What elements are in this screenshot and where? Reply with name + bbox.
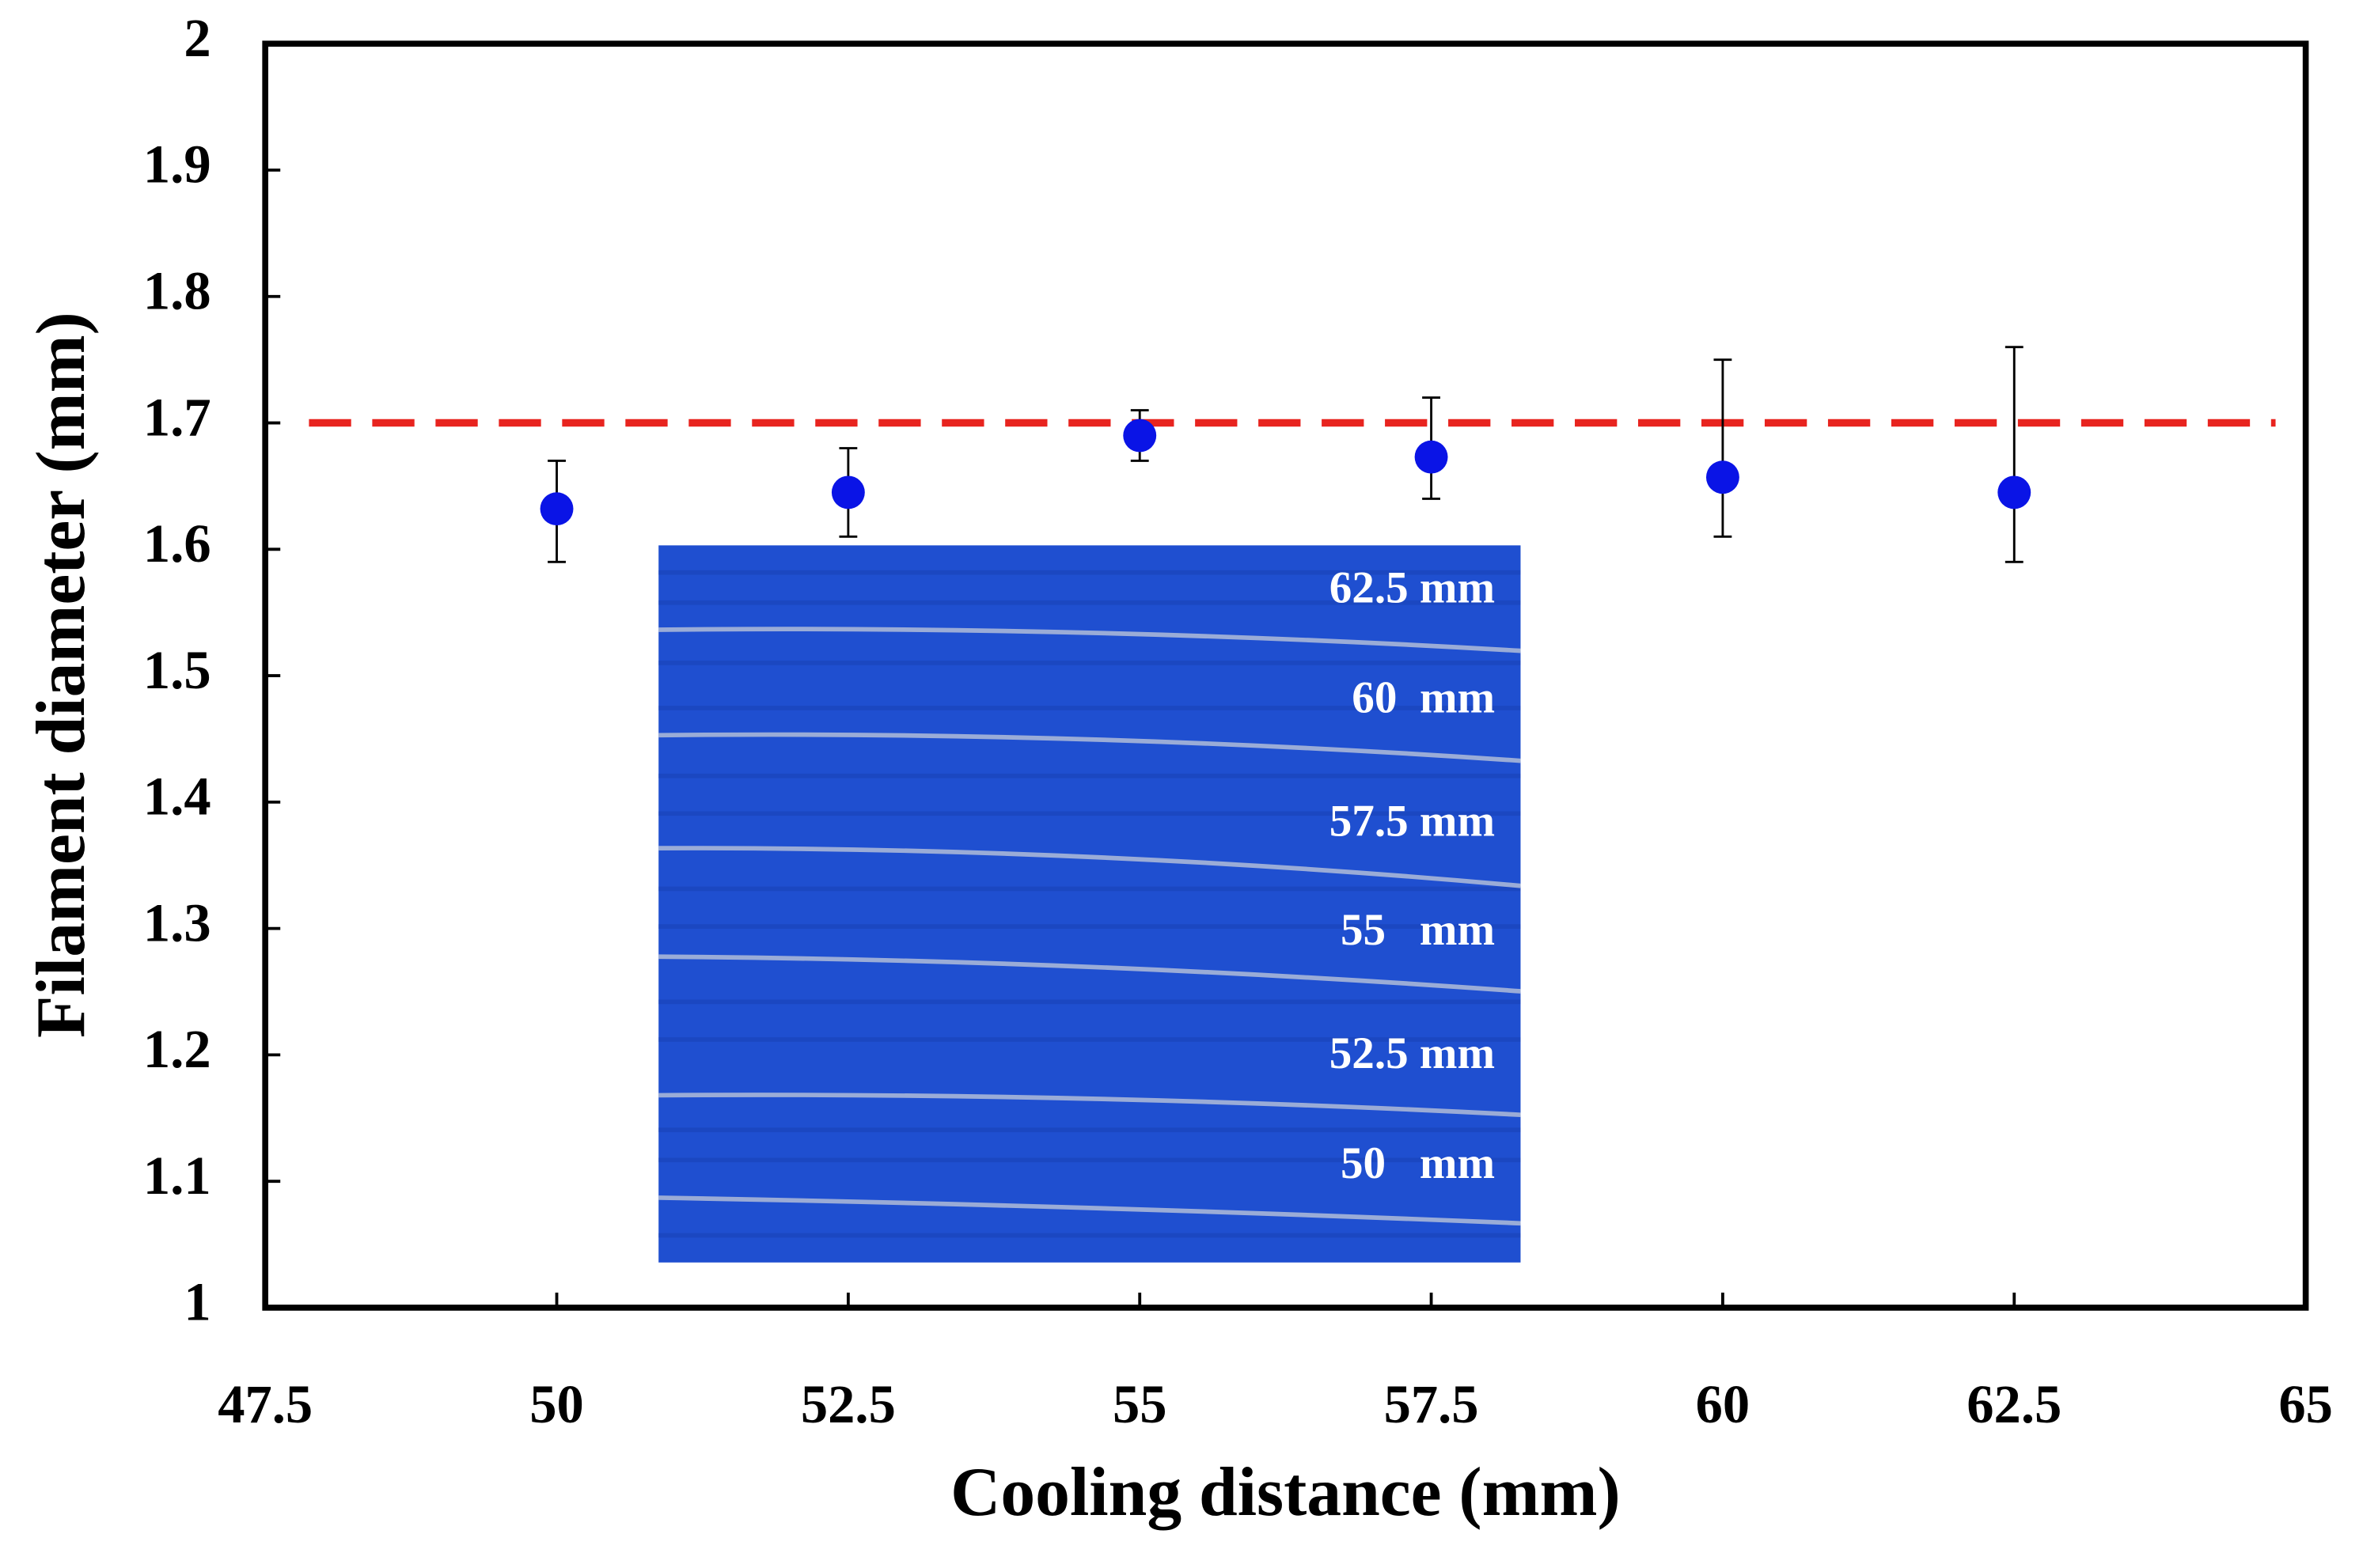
inset-label: 50 mm: [1341, 1138, 1495, 1188]
y-tick-label: 1.2: [143, 1019, 211, 1079]
y-tick-label: 1.9: [143, 134, 211, 195]
inset-photo: [658, 545, 1521, 1263]
y-tick-label: 1.1: [143, 1146, 211, 1206]
data-point: [1414, 440, 1448, 474]
y-tick-label: 2: [184, 8, 211, 68]
x-tick-label: 47.5: [218, 1374, 313, 1434]
inset-label: 62.5 mm: [1329, 563, 1495, 613]
inset-label: 52.5 mm: [1329, 1028, 1495, 1078]
x-tick-label: 65: [2278, 1374, 2333, 1434]
data-point: [1705, 460, 1739, 494]
plot-frame: [262, 40, 2309, 1311]
inset-label: 60 mm: [1352, 673, 1495, 723]
y-tick-label: 1.6: [143, 513, 211, 574]
data-point: [1123, 419, 1157, 453]
x-tick-label: 57.5: [1384, 1374, 1479, 1434]
inset-label: 57.5 mm: [1329, 797, 1495, 846]
y-tick-label: 1.4: [143, 767, 211, 827]
data-point: [831, 475, 865, 509]
x-tick-label: 52.5: [801, 1374, 896, 1434]
data-point: [1997, 475, 2031, 509]
y-tick-label: 1.3: [143, 892, 211, 953]
y-tick-label: 1.5: [143, 640, 211, 700]
data-point: [540, 492, 574, 526]
y-tick-label: 1.7: [143, 387, 211, 447]
x-tick-label: 55: [1113, 1374, 1167, 1434]
x-axis-title: Cooling distance (mm): [950, 1453, 1621, 1530]
x-tick-label: 60: [1696, 1374, 1750, 1434]
x-tick-label: 62.5: [1967, 1374, 2061, 1434]
y-tick-label: 1.8: [143, 261, 211, 321]
x-tick-label: 50: [529, 1374, 584, 1434]
y-axis-title: Filament diameter (mm): [22, 312, 99, 1038]
inset-label: 55 mm: [1341, 905, 1495, 955]
y-tick-label: 1: [184, 1272, 211, 1332]
